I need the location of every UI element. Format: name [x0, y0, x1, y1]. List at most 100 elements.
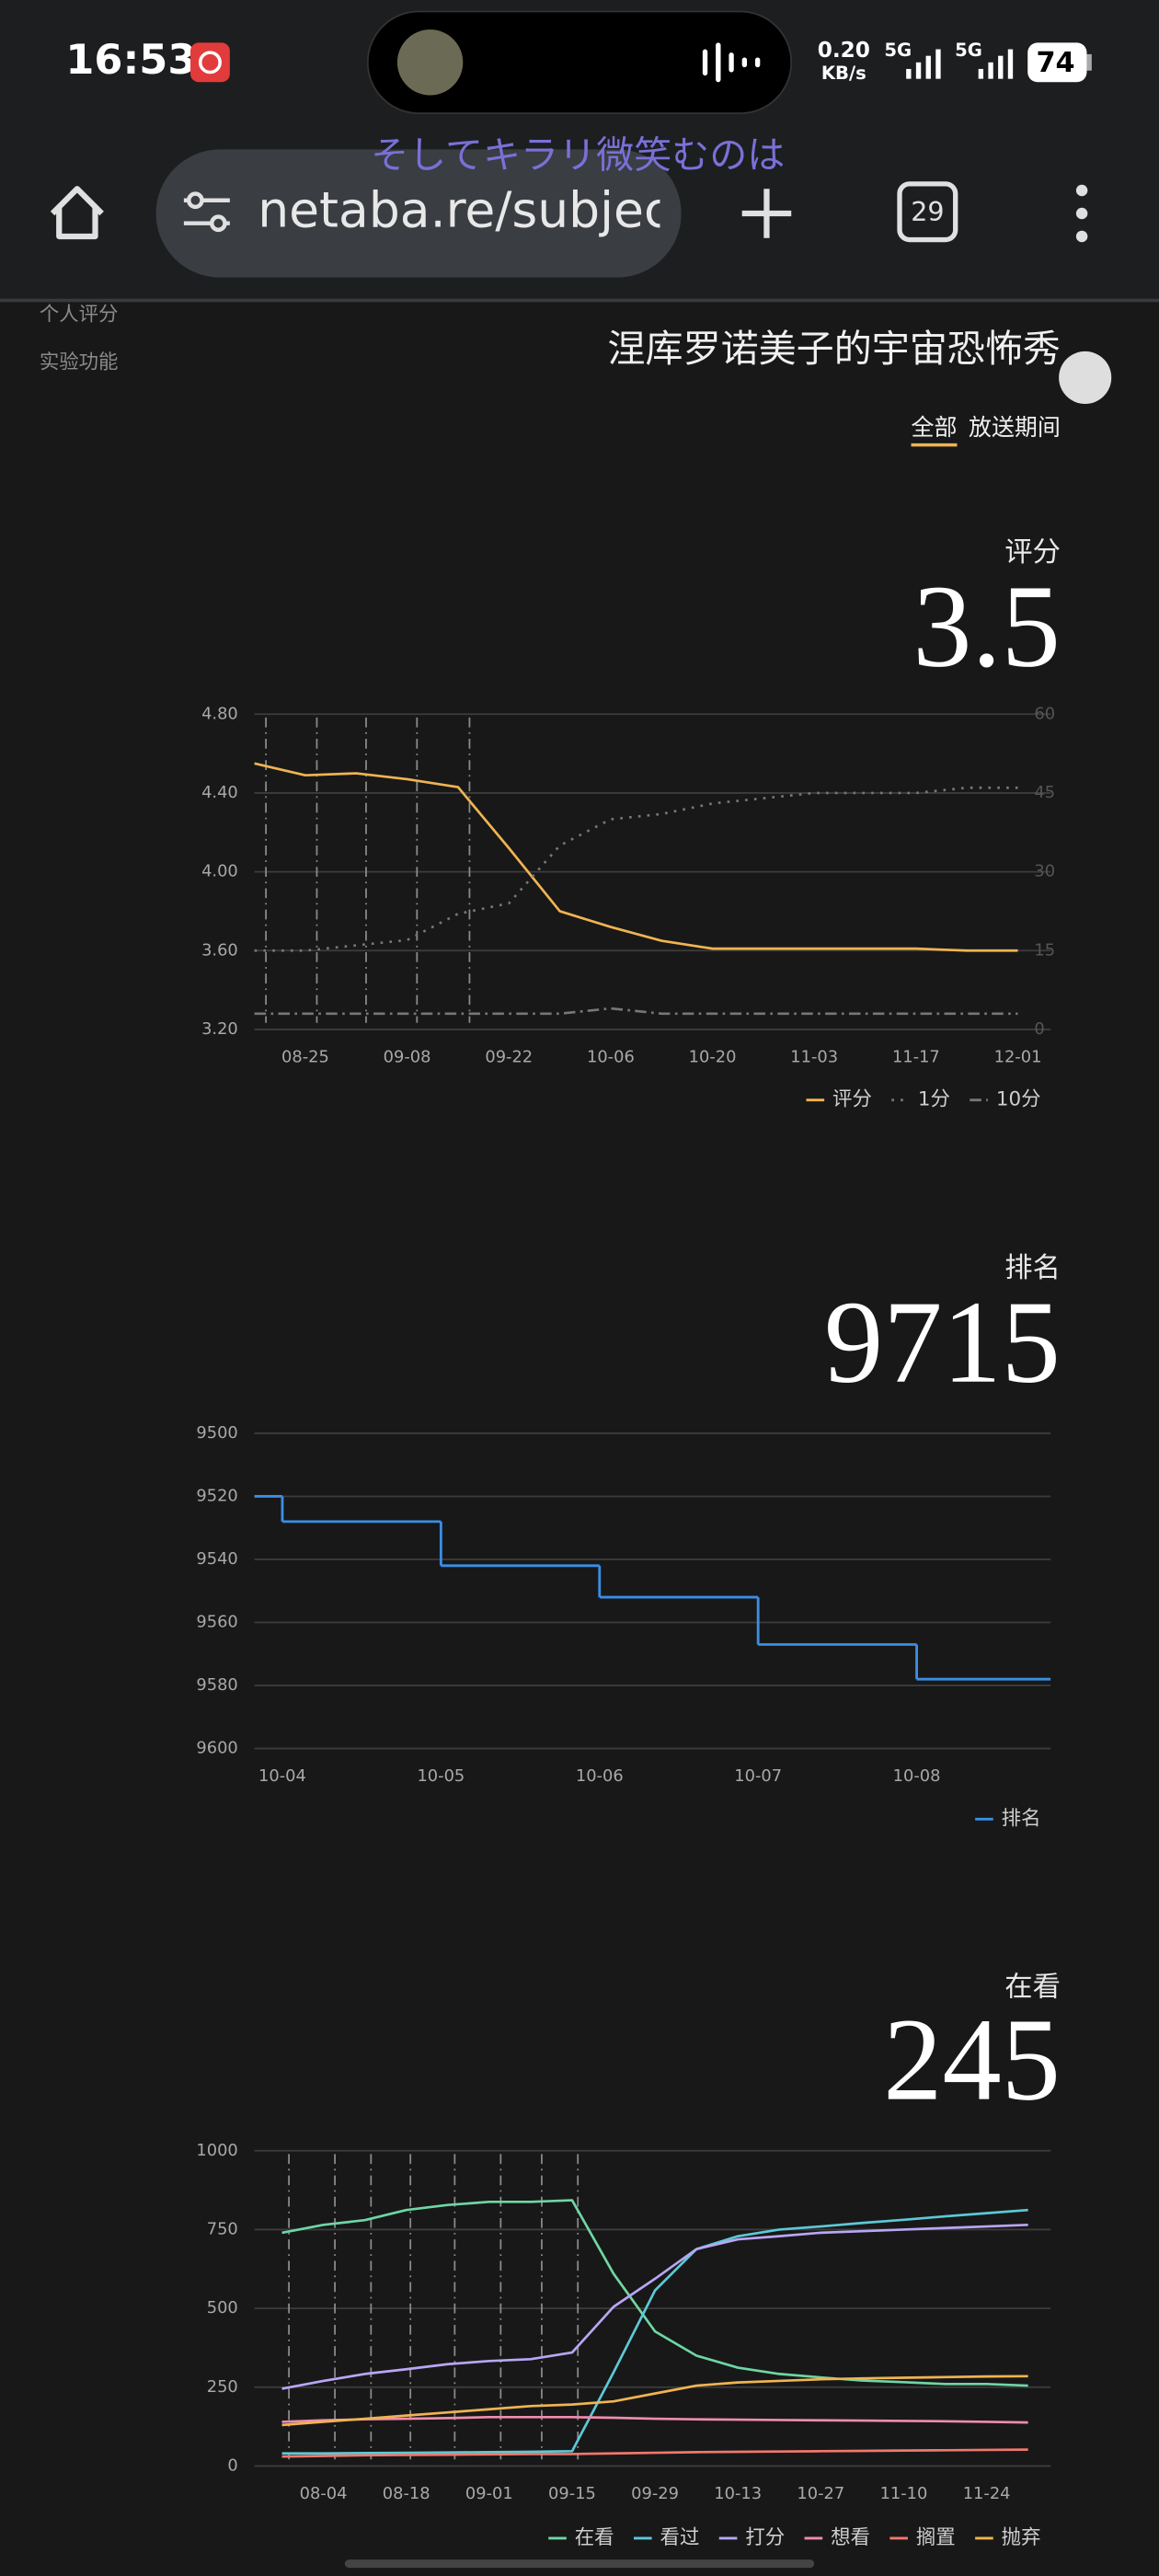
legend-label: 10分	[996, 1088, 1041, 1111]
series-line	[281, 2448, 1028, 2458]
y-tick-label: 250	[207, 2377, 238, 2397]
x-tick-label: 10-06	[576, 1766, 624, 1786]
series-line	[281, 2375, 1028, 2427]
tab[interactable]: 全部	[912, 414, 958, 441]
x-tick-label: 10-20	[689, 1047, 737, 1066]
legend-label: 想看	[831, 2526, 870, 2549]
x-tick-label: 11-24	[963, 2484, 1011, 2503]
legend-label: 评分	[832, 1088, 872, 1111]
legend-label: 排名	[1002, 1807, 1041, 1830]
new-tab-button[interactable]	[741, 189, 792, 238]
y-tick-label: 3.20	[201, 1019, 238, 1039]
sidebar-link[interactable]: 实验功能	[40, 351, 119, 374]
legend-label: 搁置	[916, 2526, 956, 2549]
legend-label: 在看	[575, 2526, 614, 2549]
floating-button[interactable]	[1059, 351, 1112, 405]
y-tick-label: 750	[207, 2219, 238, 2238]
series-line	[254, 762, 1018, 952]
signal-bars	[906, 49, 941, 79]
tab-switcher[interactable]	[897, 181, 958, 243]
x-tick-label: 10-07	[734, 1766, 782, 1786]
x-tick-label: 11-10	[880, 2484, 928, 2503]
address-bar[interactable]	[155, 149, 682, 278]
battery-level: 74	[1036, 47, 1074, 79]
y-tick-label: 1000	[196, 2141, 237, 2160]
y-tick-label: 9560	[196, 1613, 237, 1632]
current-value: 9715	[824, 1277, 1061, 1408]
site-settings-icon[interactable]	[183, 191, 230, 233]
x-tick-label: 10-13	[714, 2484, 762, 2503]
clock: 16:53	[65, 36, 196, 84]
x-tick-label: 10-05	[417, 1766, 465, 1786]
x-tick-label: 12-01	[994, 1047, 1042, 1066]
signal-label: 5G	[955, 40, 982, 61]
x-tick-label: 10-04	[258, 1766, 306, 1786]
album-art	[396, 29, 464, 96]
y2-tick-label: 0	[1034, 1019, 1044, 1039]
y-tick-label: 4.80	[201, 704, 238, 723]
app-icon	[190, 42, 230, 83]
menu-button[interactable]	[1075, 184, 1088, 243]
dynamic-island	[366, 10, 793, 115]
x-tick-label: 08-25	[281, 1047, 329, 1066]
chart-label: 在看	[1004, 1972, 1061, 2004]
x-tick-label: 09-08	[384, 1047, 431, 1066]
current-value: 3.5	[912, 561, 1061, 692]
signal-label: 5G	[884, 40, 912, 61]
sidebar-link[interactable]: 个人评分	[40, 304, 119, 327]
url[interactable]: netaba.re/subject	[258, 181, 690, 239]
x-tick-label: 10-08	[893, 1766, 941, 1786]
y-tick-label: 4.40	[201, 783, 238, 802]
series-line	[281, 2415, 1028, 2424]
tab-count[interactable]: 29	[911, 196, 944, 227]
legend-label: 看过	[660, 2526, 700, 2549]
signal-bars	[978, 49, 1014, 79]
x-tick-label: 09-22	[485, 1047, 533, 1066]
net-speed: 0.20	[818, 38, 870, 63]
x-tick-label: 10-06	[587, 1047, 635, 1066]
app-icon-glyph	[198, 51, 222, 75]
x-tick-label: 08-18	[383, 2484, 430, 2503]
y-tick-label: 9540	[196, 1549, 237, 1569]
battery-tip	[1086, 53, 1092, 71]
battery	[1027, 42, 1087, 83]
chart-label: 排名	[1004, 1252, 1061, 1284]
y2-tick-label: 30	[1034, 862, 1055, 881]
subject-title: 涅库罗诺美子的宇宙恐怖秀	[608, 327, 1061, 371]
x-tick-label: 11-03	[790, 1047, 838, 1066]
y-tick-label: 9600	[196, 1739, 237, 1758]
x-tick-label: 09-15	[548, 2484, 596, 2503]
legend-label: 打分	[745, 2526, 785, 2549]
series-line	[281, 2223, 1028, 2390]
series-line	[281, 2208, 1028, 2455]
y2-tick-label: 45	[1034, 783, 1055, 802]
chart-label: 评分	[1004, 536, 1061, 569]
x-tick-label: 08-04	[300, 2484, 348, 2503]
series-line	[254, 1006, 1018, 1016]
y-tick-label: 3.60	[201, 940, 238, 960]
x-tick-label: 10-27	[797, 2484, 844, 2503]
y-tick-label: 9500	[196, 1423, 237, 1443]
y-tick-label: 500	[207, 2298, 238, 2317]
y-tick-label: 9520	[196, 1486, 237, 1505]
tab[interactable]: 放送期间	[969, 414, 1061, 441]
y2-tick-label: 60	[1034, 704, 1055, 723]
home-indicator	[344, 2559, 815, 2569]
net-unit: KB/s	[821, 63, 866, 84]
current-value: 245	[883, 1995, 1061, 2125]
y-tick-label: 9580	[196, 1675, 237, 1695]
legend-label: 抛弃	[1002, 2526, 1041, 2549]
legend-label: 1分	[918, 1088, 950, 1111]
x-tick-label: 09-29	[631, 2484, 679, 2503]
x-tick-label: 11-17	[892, 1047, 940, 1066]
y2-tick-label: 15	[1034, 940, 1055, 960]
lyric-overlay: そしてキラリ微笑むのは	[371, 132, 785, 177]
series-line	[281, 2199, 1028, 2387]
y-tick-label: 4.00	[201, 862, 238, 881]
x-tick-label: 09-01	[465, 2484, 513, 2503]
home-button[interactable]	[50, 186, 104, 240]
audio-wave	[702, 42, 761, 83]
